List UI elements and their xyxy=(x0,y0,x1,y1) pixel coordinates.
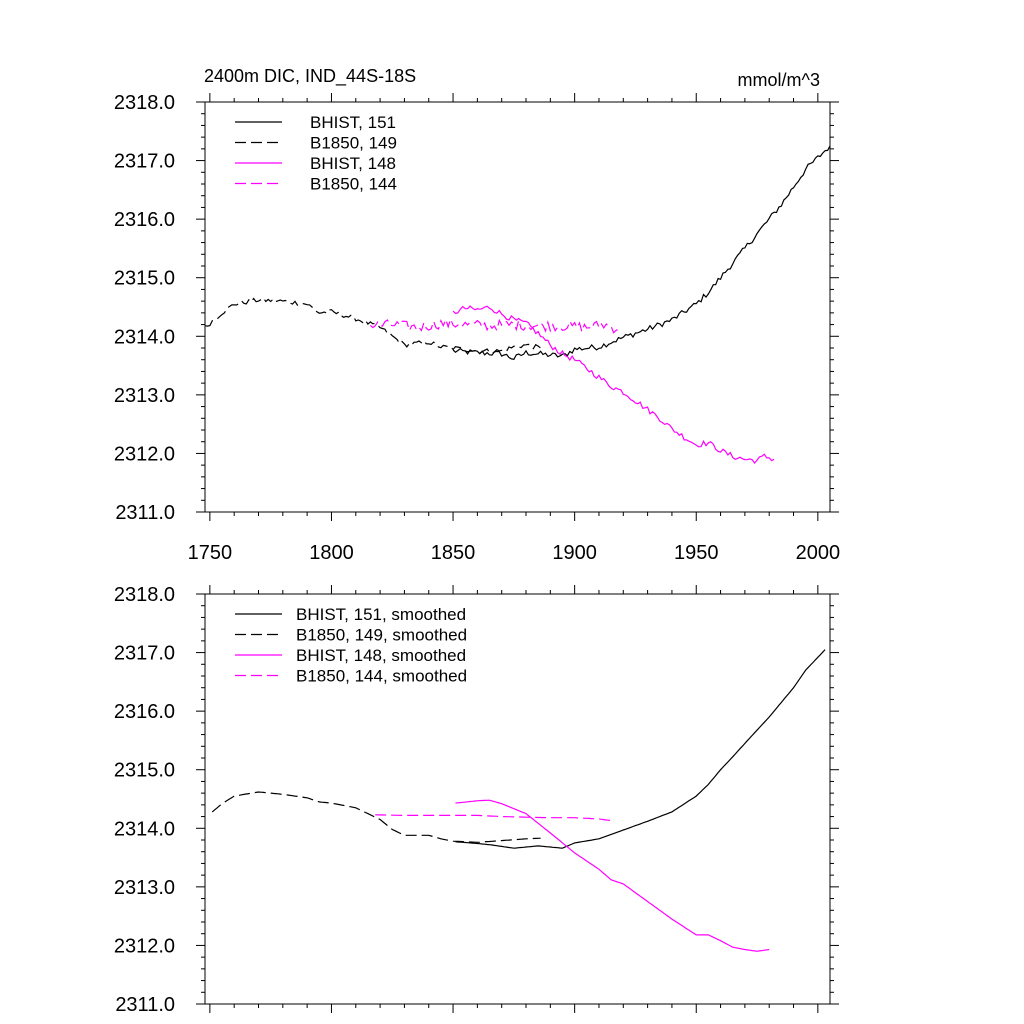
y-tick-label: 2317.0 xyxy=(114,643,175,665)
series-line xyxy=(455,649,826,849)
x-tick-label: 1900 xyxy=(552,542,597,564)
x-tick-label: 1800 xyxy=(309,542,354,564)
x-tick-label: 1850 xyxy=(431,542,476,564)
legend-label: BHIST, 148, smoothed xyxy=(296,646,466,665)
y-tick-label: 2314.0 xyxy=(114,326,175,348)
series-line xyxy=(452,305,775,464)
y-tick-label: 2312.0 xyxy=(114,935,175,957)
legend-label: B1850, 144, smoothed xyxy=(296,667,467,686)
legend-label: BHIST, 151 xyxy=(310,113,396,132)
legend-label: BHIST, 148 xyxy=(310,154,396,173)
x-tick-label: 1750 xyxy=(188,542,233,564)
y-tick-label: 2314.0 xyxy=(114,818,175,840)
series-line xyxy=(205,297,541,354)
legend-label: B1850, 149, smoothed xyxy=(296,626,467,645)
y-tick-label: 2313.0 xyxy=(114,877,175,899)
series-line xyxy=(452,145,830,360)
top-panel: 2311.0 2312.0 2313.0 2314.0 2315.0 2316.0 2317… xyxy=(114,92,840,564)
y-tick-label: 2315.0 xyxy=(114,268,175,290)
series-line xyxy=(369,317,619,334)
x-tick-label: 1950 xyxy=(674,542,719,564)
y-tick-label: 2318.0 xyxy=(114,584,175,606)
y-tick-label: 2316.0 xyxy=(114,701,175,723)
legend-label: B1850, 144 xyxy=(310,175,397,194)
y-tick-label: 2312.0 xyxy=(114,443,175,465)
y-tick-label: 2313.0 xyxy=(114,385,175,407)
y-tick-label: 2318.0 xyxy=(114,92,175,114)
y-tick-label: 2317.0 xyxy=(114,151,175,173)
legend-label: BHIST, 151, smoothed xyxy=(296,605,466,624)
y-tick-label: 2311.0 xyxy=(115,994,175,1016)
plot-frame xyxy=(204,101,831,513)
bottom-panel: 2311.0 2312.0 2313.0 2314.0 2315.0 2316.0 2317… xyxy=(114,584,839,1016)
y-tick-label: 2311.0 xyxy=(115,502,175,524)
y-tick-label: 2316.0 xyxy=(114,209,175,231)
chart-title: 2400m DIC, IND_44S-18S xyxy=(204,66,416,87)
plot-frame xyxy=(204,593,831,1005)
series-line xyxy=(375,814,612,822)
x-tick-label: 2000 xyxy=(796,542,841,564)
series-line xyxy=(455,799,770,952)
y-tick-label: 2315.0 xyxy=(114,760,175,782)
units-label: mmol/m^3 xyxy=(738,70,820,90)
legend-label: B1850, 149 xyxy=(310,134,397,153)
series-line xyxy=(211,791,541,843)
